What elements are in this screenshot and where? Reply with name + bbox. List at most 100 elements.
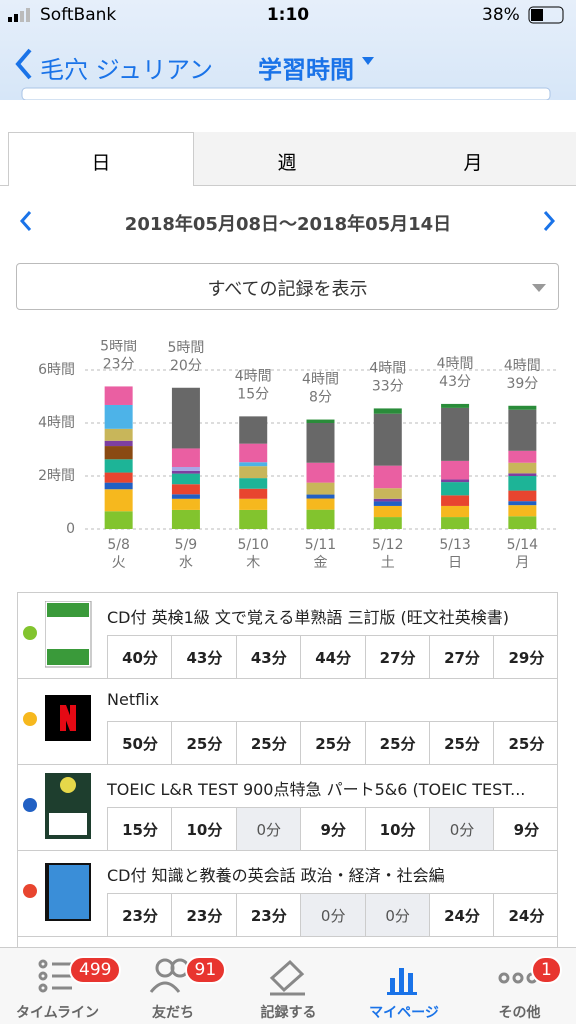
total-minutes: 39分: [506, 376, 538, 392]
tab-item[interactable]: タイムライン: [0, 948, 115, 1024]
bar-segment: [373, 413, 402, 466]
record-icon: [45, 863, 91, 921]
x-tick-label: 5/10: [237, 537, 268, 553]
record-cell: 23分: [171, 893, 237, 936]
y-tick-label: 4時間: [38, 415, 75, 431]
record-cell: 10分: [171, 807, 237, 850]
y-tick-label: 6時間: [38, 362, 75, 378]
next[interactable]: [543, 211, 556, 231]
tab-week[interactable]: 週: [277, 152, 297, 174]
header-bg: [0, 0, 576, 100]
bar-segment: [239, 443, 268, 463]
bar-segment: [441, 505, 470, 518]
tab-day[interactable]: 日: [91, 152, 111, 174]
record-cell: 15分: [107, 807, 172, 850]
bar-segment: [171, 470, 200, 474]
bar-segment: [306, 419, 335, 423]
x-tick-label: 5/14: [507, 537, 539, 553]
bar-segment: [171, 448, 200, 467]
bar-segment: [508, 473, 537, 476]
bar-segment: [373, 498, 402, 502]
header-title[interactable]: 学習時間: [258, 56, 354, 84]
bar-segment: [441, 460, 470, 480]
tab-label: 記録する: [260, 1005, 317, 1021]
bar-segment: [104, 482, 133, 490]
bar-segment: [104, 511, 133, 529]
weekday-label: 火: [112, 555, 126, 571]
bar-segment: [104, 386, 133, 405]
bar-segment: [306, 423, 335, 463]
y-tick-label: 2時間: [38, 468, 75, 484]
back-label[interactable]: 毛穴 ジュリアン: [40, 56, 213, 84]
bar-segment: [373, 408, 402, 414]
record-dot: [23, 798, 37, 812]
bar-segment: [508, 450, 537, 463]
tab-item[interactable]: 友だち: [116, 948, 231, 1024]
record-icon: [45, 695, 91, 741]
x-tick-label: 5/11: [305, 537, 336, 553]
bar-segment: [104, 489, 133, 512]
bar-segment: [104, 472, 133, 483]
bar-segment: [104, 459, 133, 473]
record-cell: 0分: [235, 807, 301, 850]
bar-segment: [441, 403, 470, 408]
bar-segment: [373, 517, 402, 529]
record-cell: 25分: [300, 721, 366, 764]
total-hours: 4時間: [504, 358, 541, 374]
record-row: TOEIC L&R TEST 900点特急 パート5&6 (TOEIC TEST…: [17, 764, 559, 851]
bar-segment: [171, 473, 200, 485]
back-arrow[interactable]: [15, 48, 32, 80]
weekday-label: 木: [246, 555, 260, 571]
filter-label[interactable]: すべての記録を表示: [207, 279, 368, 300]
record-cell: 23分: [235, 893, 301, 936]
x-tick-label: 5/8: [107, 537, 130, 553]
record-cell: 40分: [107, 635, 172, 678]
tab-label: タイムライン: [15, 1005, 100, 1021]
record-cell: 29分: [493, 635, 559, 678]
total-minutes: 23分: [103, 356, 135, 372]
total-minutes: 43分: [439, 374, 471, 390]
bar-segment: [239, 462, 268, 467]
bar-segment: [104, 446, 133, 460]
record-cell: 44分: [300, 635, 366, 678]
bar-segment: [171, 498, 200, 510]
weekday-label: 金: [314, 555, 328, 571]
record-title: CD付 知識と教養の英会話 政治・経済・社会編: [107, 866, 445, 885]
date-range: 2018年05月08日〜2018年05月14日: [124, 214, 452, 235]
bar-segment: [508, 501, 537, 506]
bar-segment: [104, 404, 133, 429]
filter-box[interactable]: [16, 263, 559, 310]
bar-segment: [306, 482, 335, 495]
bar-segment: [441, 495, 470, 506]
record-title: CD付 英検1級 文で覚える単熟語 三訂版 (旺文社英検書): [107, 608, 510, 627]
tab-item[interactable]: 記録する: [231, 948, 346, 1024]
weekday-label: 土: [381, 555, 395, 571]
bar-segment: [306, 494, 335, 499]
tab-item[interactable]: マイページ: [347, 948, 462, 1024]
bar-segment: [373, 465, 402, 489]
date-nav: [19, 211, 556, 231]
record-cell: 25分: [171, 721, 237, 764]
record-cell: 0分: [429, 807, 494, 850]
bar-segment: [171, 509, 200, 529]
bar-segment: [171, 494, 200, 499]
record-icon: [45, 601, 92, 668]
record-list: CD付 英検1級 文で覚える単熟語 三訂版 (旺文社英検書) 40分 43分 43分 4…: [0, 592, 576, 948]
bar-segment: [306, 498, 335, 510]
prev[interactable]: [19, 211, 32, 231]
bar-segment: [171, 466, 200, 471]
x-tick-label: 5/9: [175, 537, 198, 553]
bar-segment: [508, 505, 537, 517]
total-minutes: 33分: [372, 378, 404, 394]
tab-item[interactable]: その他: [462, 948, 576, 1024]
bar-segment: [441, 479, 470, 483]
total-hours: 4時間: [235, 368, 272, 384]
bar-segment: [373, 488, 402, 499]
record-cell: 24分: [493, 893, 559, 936]
tab-month[interactable]: 月: [463, 152, 483, 174]
bar-segment: [239, 466, 268, 479]
record-cell: 43分: [171, 635, 237, 678]
bar-segment: [239, 498, 268, 510]
bar-segment: [508, 490, 537, 502]
